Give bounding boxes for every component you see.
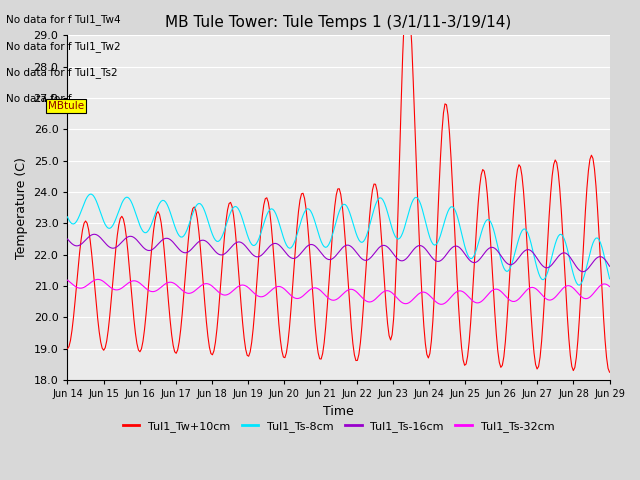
Text: MBtule: MBtule — [48, 101, 84, 111]
Legend: Tul1_Tw+10cm, Tul1_Ts-8cm, Tul1_Ts-16cm, Tul1_Ts-32cm: Tul1_Tw+10cm, Tul1_Ts-8cm, Tul1_Ts-16cm,… — [118, 417, 559, 436]
Y-axis label: Temperature (C): Temperature (C) — [15, 157, 28, 259]
Text: No data for f Tul1_Ts2: No data for f Tul1_Ts2 — [6, 67, 118, 78]
Text: No data for f Tul1_Tw4: No data for f Tul1_Tw4 — [6, 14, 121, 25]
Text: No data for f Tul1_Tw2: No data for f Tul1_Tw2 — [6, 41, 121, 52]
X-axis label: Time: Time — [323, 405, 354, 418]
Text: No data for f: No data for f — [6, 94, 72, 104]
Title: MB Tule Tower: Tule Temps 1 (3/1/11-3/19/14): MB Tule Tower: Tule Temps 1 (3/1/11-3/19… — [165, 15, 511, 30]
